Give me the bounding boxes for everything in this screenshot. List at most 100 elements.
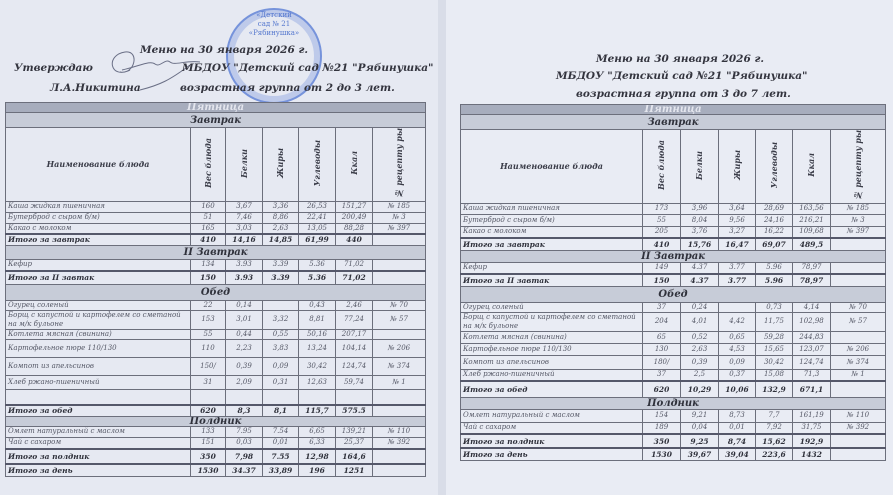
- nutrition-value: 102,98: [792, 311, 831, 332]
- nutrition-value: 2,63: [680, 342, 719, 356]
- nutrition-value: 0,03: [225, 436, 263, 450]
- nutrition-value: 205: [642, 225, 681, 239]
- nutrition-value: 65: [642, 330, 681, 344]
- nutrition-value: 2,5: [680, 368, 719, 382]
- nutrition-value: 6,65: [298, 425, 336, 438]
- dish-name: Компот из апельсинов: [460, 354, 643, 370]
- column-header-text: Ккал: [348, 151, 359, 176]
- nutrition-value: № 397: [829, 225, 887, 239]
- nutrition-value: 3,64: [718, 202, 756, 215]
- nutrition-value: 25,37: [335, 436, 373, 450]
- nutrition-value: 440: [335, 233, 373, 246]
- nutrition-value: 7.55: [262, 448, 299, 465]
- nutrition-value: 7,7: [755, 408, 793, 423]
- nutrition-value: 153: [190, 309, 226, 330]
- nutrition-value: 13,24: [298, 338, 336, 358]
- nutrition-value: [718, 301, 756, 313]
- column-header-text: № рецепту ры: [852, 130, 863, 201]
- day-header: Пятница: [4, 102, 427, 113]
- nutrition-value: 151,27: [335, 200, 373, 213]
- dish-name: Омлет натуральный с маслом: [460, 408, 643, 423]
- day-header: Пятница: [459, 104, 887, 115]
- nutrition-value: 22,41: [298, 211, 336, 224]
- age-group: возрастная группа от 2 до 3 лет.: [180, 82, 395, 94]
- nutrition-value: 165: [190, 222, 226, 235]
- nutrition-value: 59,74: [335, 374, 373, 390]
- nutrition-value: 0,24: [680, 301, 719, 313]
- nutrition-value: [829, 261, 887, 275]
- approve-label: Утверждаю: [14, 62, 93, 74]
- nutrition-value: 3,83: [262, 338, 299, 358]
- left-menu-page: «Детский сад № 21 «Рябинушка» Меню на 30…: [0, 0, 438, 495]
- meal-section-title: Обед: [459, 285, 887, 303]
- nutrition-value: 150: [190, 270, 226, 285]
- nutrition-value: 55: [642, 213, 681, 227]
- nutrition-value: 3,67: [225, 200, 263, 213]
- nutrition-value: 71,02: [335, 270, 373, 285]
- nutrition-value: № 70: [829, 301, 887, 313]
- table-row: Хлеб ржано-пшеничный 37 2,5 0,37 15,08 71,3 № …: [460, 368, 887, 382]
- column-header: № рецепту ры: [829, 129, 887, 204]
- nutrition-value: 0,01: [262, 436, 299, 450]
- total-row: Итого за завтрак 410 14,16 14,85 61,99 440: [5, 233, 427, 246]
- dish-name: Итого за II завтак: [5, 270, 191, 285]
- dish-name: Итого за обед: [5, 404, 191, 417]
- nutrition-value: 13,05: [298, 222, 336, 235]
- meal-section-title: Завтрак: [459, 114, 887, 130]
- dish-name: [5, 388, 191, 406]
- column-header: Жиры: [262, 127, 299, 202]
- nutrition-value: 37: [642, 368, 681, 382]
- nutrition-value: 350: [642, 433, 681, 449]
- nutrition-value: 77,24: [335, 309, 373, 330]
- table-row: Омлет натуральный с маслом 133 7.95 7.54 6,6…: [5, 425, 427, 438]
- menu-title: Меню на 30 января 2026 г.: [596, 53, 765, 65]
- dish-name: Картофельное пюре 110/130: [460, 342, 643, 356]
- nutrition-value: 1530: [190, 463, 226, 477]
- nutrition-value: 3.93: [225, 270, 263, 285]
- nutrition-value: 110: [190, 338, 226, 358]
- column-header-text: Вес блюда: [656, 140, 666, 191]
- nutrition-value: 7,46: [225, 211, 263, 224]
- stamp-text: сад № 21: [257, 20, 291, 28]
- nutrition-value: 0,44: [225, 328, 263, 340]
- nutrition-value: 124,74: [792, 354, 831, 370]
- nutrition-value: 0,09: [262, 356, 299, 376]
- nutrition-value: 0,04: [680, 421, 719, 435]
- nutrition-value: [829, 273, 887, 287]
- nutrition-value: 5.96: [755, 273, 793, 287]
- nutrition-value: 78,97: [792, 273, 831, 287]
- day-label: Пятница: [4, 102, 427, 113]
- nutrition-value: 154: [642, 408, 681, 423]
- nutrition-value: 8,73: [718, 408, 756, 423]
- nutrition-value: [829, 433, 887, 449]
- nutrition-value: [335, 388, 373, 406]
- nutrition-value: 3.39: [262, 270, 299, 285]
- nutrition-value: 0,65: [718, 330, 756, 344]
- nutrition-value: 3.93: [225, 258, 263, 272]
- total-row: Итого за II завтак 150 3.93 3.39 5.36 71,02: [5, 270, 427, 285]
- nutrition-value: 0,14: [225, 299, 263, 311]
- nutrition-value: 26,53: [298, 200, 336, 213]
- menu-table-2-3: Пятница Завтрак Наименование блюда Вес блюд…: [4, 102, 427, 477]
- nutrition-value: 160: [190, 200, 226, 213]
- column-header: Наименование блюда: [5, 127, 191, 202]
- dish-name: Итого за полдник: [460, 433, 643, 449]
- nutrition-value: 3.39: [262, 258, 299, 272]
- column-header-text: Жиры: [731, 150, 742, 181]
- dish-name: Бутерброд с сыром б/м): [460, 213, 643, 227]
- nutrition-value: 7.54: [262, 425, 299, 438]
- nutrition-value: 0,39: [680, 354, 719, 370]
- total-row: Итого за обед 620 10,29 10,06 132,9 671,1: [460, 380, 887, 398]
- right-menu-page: Меню на 30 января 2026 г. МБДОУ "Детский…: [446, 0, 893, 495]
- nutrition-value: 2,09: [225, 374, 263, 390]
- dish-name: Чай с сахаром: [460, 421, 643, 435]
- nutrition-value: 223,6: [755, 447, 793, 461]
- nutrition-value: № 397: [371, 222, 427, 235]
- table-row: Какао с молоком 165 3,03 2,63 13,05 88,28 № 39…: [5, 222, 427, 235]
- meal-section: II Завтрак: [459, 249, 887, 263]
- nutrition-value: 15,65: [755, 342, 793, 356]
- dish-name: Какао с молоком: [460, 225, 643, 239]
- nutrition-value: № 392: [829, 421, 887, 435]
- nutrition-value: № 3: [371, 211, 427, 224]
- dish-name: Омлет натуральный с маслом: [5, 425, 191, 438]
